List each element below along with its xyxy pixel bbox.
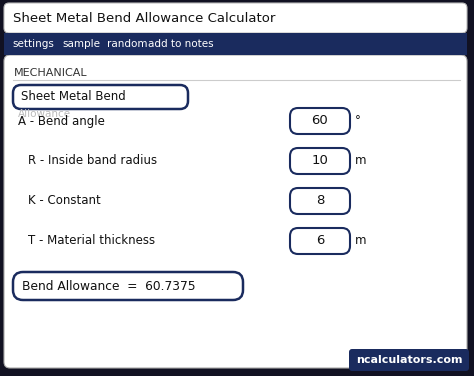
Text: add to notes: add to notes	[148, 39, 214, 49]
Bar	[4, 33, 467, 55]
FancyBboxPatch shape	[290, 148, 350, 174]
Text: T - Material thickness: T - Material thickness	[28, 235, 155, 247]
FancyBboxPatch shape	[349, 349, 469, 371]
Text: Sheet Metal Bend: Sheet Metal Bend	[21, 91, 126, 103]
Text: m: m	[355, 155, 366, 167]
FancyBboxPatch shape	[4, 3, 467, 33]
FancyBboxPatch shape	[13, 85, 188, 109]
Text: K - Constant: K - Constant	[28, 194, 101, 208]
Text: settings: settings	[12, 39, 54, 49]
FancyBboxPatch shape	[290, 108, 350, 134]
Text: R - Inside band radius: R - Inside band radius	[28, 155, 157, 167]
Text: Sheet Metal Bend Allowance Calculator: Sheet Metal Bend Allowance Calculator	[13, 12, 275, 24]
Text: ncalculators.com: ncalculators.com	[356, 355, 462, 365]
Text: Allowance: Allowance	[18, 109, 71, 119]
Text: 10: 10	[311, 155, 328, 167]
Text: °: °	[355, 115, 361, 127]
Text: MECHANICAL: MECHANICAL	[14, 68, 88, 78]
Text: random: random	[107, 39, 147, 49]
FancyBboxPatch shape	[290, 228, 350, 254]
FancyBboxPatch shape	[4, 55, 467, 368]
Text: Bend Allowance  =  60.7375: Bend Allowance = 60.7375	[22, 279, 196, 293]
Text: 8: 8	[316, 194, 324, 208]
Text: m: m	[355, 235, 366, 247]
FancyBboxPatch shape	[290, 188, 350, 214]
Text: 6: 6	[316, 235, 324, 247]
Text: 60: 60	[311, 115, 328, 127]
Text: sample: sample	[62, 39, 100, 49]
Text: A - Bend angle: A - Bend angle	[18, 115, 105, 127]
FancyBboxPatch shape	[13, 272, 243, 300]
